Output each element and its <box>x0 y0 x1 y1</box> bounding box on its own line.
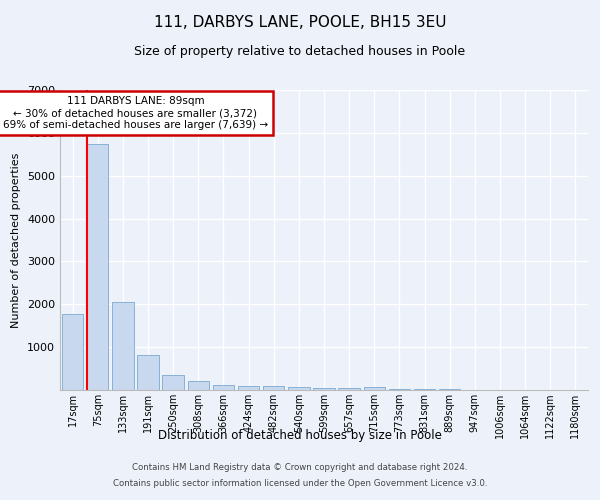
Bar <box>112 302 134 390</box>
Text: 111, DARBYS LANE, POOLE, BH15 3EU: 111, DARBYS LANE, POOLE, BH15 3EU <box>154 15 446 30</box>
Bar <box>62 314 83 390</box>
Bar <box>338 388 360 390</box>
Bar <box>213 386 234 390</box>
Bar <box>87 144 109 390</box>
Bar <box>137 355 158 390</box>
Text: Contains HM Land Registry data © Crown copyright and database right 2024.: Contains HM Land Registry data © Crown c… <box>132 464 468 472</box>
Bar <box>163 374 184 390</box>
Text: Contains public sector information licensed under the Open Government Licence v3: Contains public sector information licen… <box>113 478 487 488</box>
Bar <box>364 387 385 390</box>
Bar <box>263 386 284 390</box>
Bar <box>238 386 259 390</box>
Bar <box>188 382 209 390</box>
Text: 111 DARBYS LANE: 89sqm
← 30% of detached houses are smaller (3,372)
69% of semi-: 111 DARBYS LANE: 89sqm ← 30% of detached… <box>3 96 268 130</box>
Bar <box>288 387 310 390</box>
Text: Size of property relative to detached houses in Poole: Size of property relative to detached ho… <box>134 45 466 58</box>
Bar <box>313 388 335 390</box>
Y-axis label: Number of detached properties: Number of detached properties <box>11 152 22 328</box>
Bar <box>414 389 435 390</box>
Text: Distribution of detached houses by size in Poole: Distribution of detached houses by size … <box>158 428 442 442</box>
Bar <box>389 388 410 390</box>
